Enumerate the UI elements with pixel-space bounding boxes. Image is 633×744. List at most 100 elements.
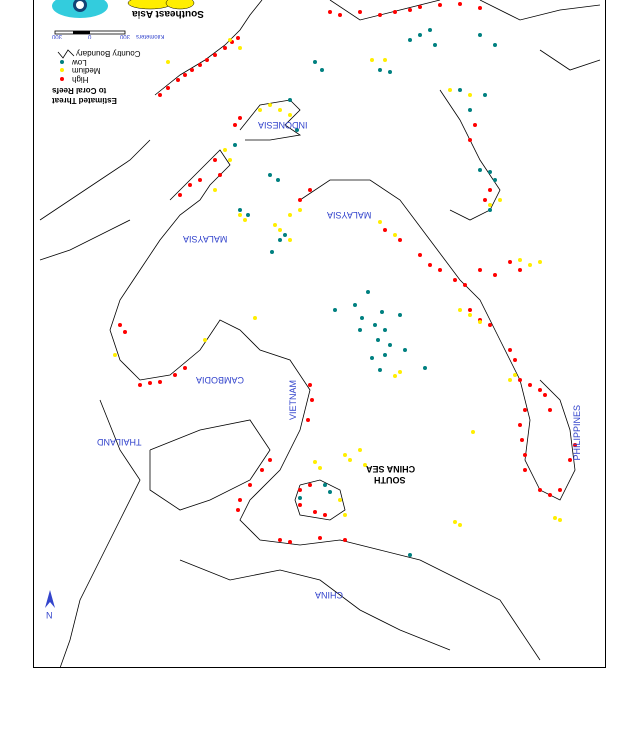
- coastline: [439, 89, 501, 221]
- high-threat-reef: [408, 8, 412, 12]
- low-threat-reef: [488, 170, 492, 174]
- coastline: [109, 319, 421, 561]
- high-threat-reef: [158, 380, 162, 384]
- low-threat-reef: [468, 108, 472, 112]
- high-threat-reef: [358, 10, 362, 14]
- medium-threat-reef: [343, 513, 347, 517]
- scale-unit: Kilometers: [136, 33, 165, 39]
- label-indonesia: INDONESIA: [258, 120, 308, 130]
- high-threat-reef: [238, 498, 242, 502]
- high-threat-reef: [543, 393, 547, 397]
- medium-threat-reef: [453, 520, 457, 524]
- coastline: [519, 379, 576, 501]
- medium-threat-reef: [488, 203, 492, 207]
- high-threat-reef: [328, 10, 332, 14]
- high-threat-reef: [453, 278, 457, 282]
- medium-threat-reef: [370, 58, 374, 62]
- low-threat-reef: [246, 213, 250, 217]
- low-threat-reef: [268, 173, 272, 177]
- coastline: [239, 99, 302, 141]
- low-threat-reef: [333, 308, 337, 312]
- label-cambodia: CAMBODIA: [196, 375, 245, 385]
- high-threat-reef: [323, 513, 327, 517]
- low-threat-reef: [403, 348, 407, 352]
- medium-threat-reef: [498, 198, 502, 202]
- medium-threat-reef: [468, 313, 472, 317]
- north-arrow-icon: [45, 590, 55, 608]
- legend-medium: Medium: [72, 66, 101, 75]
- low-threat-reef: [458, 88, 462, 92]
- coastline: [539, 49, 601, 71]
- high-threat-reef: [198, 63, 202, 67]
- medium-threat-reef: [513, 373, 517, 377]
- high-threat-reef: [178, 193, 182, 197]
- medium-threat-reef: [558, 518, 562, 522]
- medium-threat-reef: [458, 523, 462, 527]
- low-threat-reef: [493, 178, 497, 182]
- medium-threat-reef: [468, 93, 472, 97]
- map-title: Southeast Asia: [132, 8, 204, 19]
- high-threat-reef: [478, 268, 482, 272]
- high-threat-reef: [198, 178, 202, 182]
- high-threat-reef: [190, 68, 194, 72]
- low-threat-reef: [366, 290, 370, 294]
- high-threat-reef: [288, 540, 292, 544]
- low-threat-reef: [383, 353, 387, 357]
- low-threat-reef: [283, 233, 287, 237]
- high-threat-reef: [166, 86, 170, 90]
- logo-icon: [52, 0, 108, 18]
- medium-threat-reef: [358, 448, 362, 452]
- high-threat-reef: [236, 508, 240, 512]
- high-threat-reef: [278, 538, 282, 542]
- high-threat-reef: [573, 443, 577, 447]
- medium-threat-reef: [273, 223, 277, 227]
- high-threat-reef: [518, 423, 522, 427]
- medium-threat-reef: [278, 108, 282, 112]
- low-threat-reef: [360, 316, 364, 320]
- high-threat-reef: [298, 488, 302, 492]
- low-threat-reef: [478, 168, 482, 172]
- coastline: [59, 399, 141, 669]
- high-threat-reef: [158, 93, 162, 97]
- low-threat-reef: [388, 70, 392, 74]
- high-threat-reef: [393, 10, 397, 14]
- low-threat-reef: [320, 68, 324, 72]
- high-threat-reef: [313, 510, 317, 514]
- high-threat-reef: [308, 483, 312, 487]
- low-threat-reef: [358, 328, 362, 332]
- low-threat-reef: [313, 60, 317, 64]
- medium-threat-reef: [518, 258, 522, 262]
- high-threat-reef: [205, 58, 209, 62]
- high-threat-reef: [233, 123, 237, 127]
- scale-right: 300: [120, 33, 131, 39]
- high-threat-reef: [238, 116, 242, 120]
- medium-threat-reef: [298, 208, 302, 212]
- label-philippines: PHILIPPINES: [572, 405, 582, 461]
- low-threat-reef: [270, 250, 274, 254]
- high-threat-reef: [306, 418, 310, 422]
- medium-threat-reef: [278, 228, 282, 232]
- medium-threat-reef: [471, 430, 475, 434]
- medium-threat-reef: [268, 103, 272, 107]
- high-threat-reef: [298, 198, 302, 202]
- high-threat-reef: [223, 46, 227, 50]
- low-threat-reef: [418, 33, 422, 37]
- low-threat-reef: [493, 43, 497, 47]
- medium-threat-reef: [253, 316, 257, 320]
- high-threat-reef: [183, 73, 187, 77]
- high-threat-reef: [468, 308, 472, 312]
- high-threat-reef: [148, 381, 152, 385]
- low-threat-reef: [233, 143, 237, 147]
- high-threat-reef: [438, 268, 442, 272]
- subtitle-line2: to Coral Reefs: [52, 86, 107, 95]
- low-threat-reef: [478, 33, 482, 37]
- low-threat-reef: [408, 553, 412, 557]
- high-threat-reef: [260, 468, 264, 472]
- coastline: [299, 179, 521, 381]
- high-threat-reef: [188, 183, 192, 187]
- medium-threat-reef: [318, 466, 322, 470]
- label-malaysia-east: MALAYSIA: [327, 210, 372, 220]
- medium-threat-reef: [538, 260, 542, 264]
- high-threat-reef: [538, 488, 542, 492]
- high-threat-reef: [118, 323, 122, 327]
